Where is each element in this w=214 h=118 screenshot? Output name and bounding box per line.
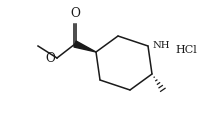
Polygon shape (74, 41, 96, 52)
Text: HCl: HCl (175, 45, 197, 55)
Text: O: O (70, 7, 80, 20)
Text: NH: NH (152, 40, 169, 49)
Text: O: O (45, 53, 55, 65)
